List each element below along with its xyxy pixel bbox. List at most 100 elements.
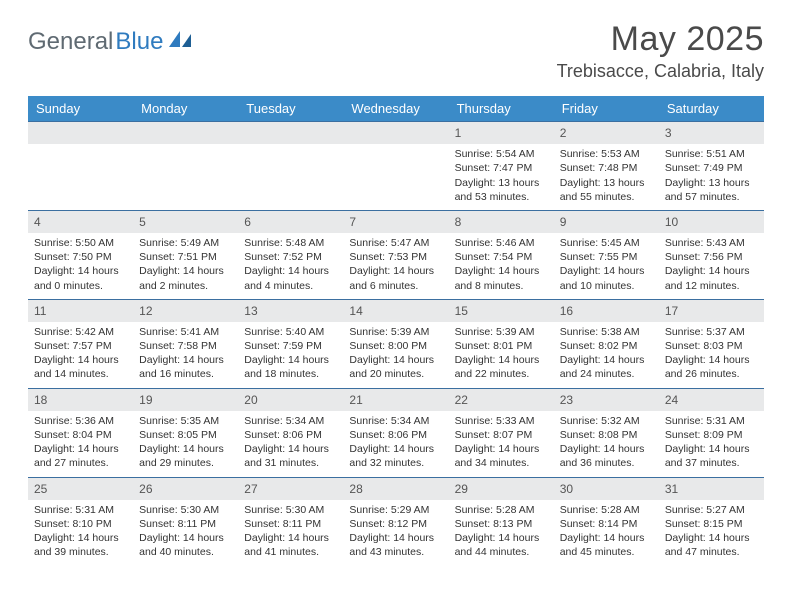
day-number: 3 [659, 122, 764, 144]
daylight-line: Daylight: 14 hours and 34 minutes. [455, 442, 548, 470]
daylight-line: Daylight: 14 hours and 36 minutes. [560, 442, 653, 470]
day-details: Sunrise: 5:37 AMSunset: 8:03 PMDaylight:… [659, 322, 764, 388]
weekday-header: Monday [133, 96, 238, 122]
weekday-header: Saturday [659, 96, 764, 122]
sunrise-line: Sunrise: 5:30 AM [139, 503, 232, 517]
sunrise-line: Sunrise: 5:46 AM [455, 236, 548, 250]
sunset-line: Sunset: 7:56 PM [665, 250, 758, 264]
daylight-line: Daylight: 14 hours and 27 minutes. [34, 442, 127, 470]
sunset-line: Sunset: 8:00 PM [349, 339, 442, 353]
daylight-line: Daylight: 14 hours and 4 minutes. [244, 264, 337, 292]
daylight-line: Daylight: 14 hours and 45 minutes. [560, 531, 653, 559]
day-number: 25 [28, 478, 133, 500]
calendar-day-cell: 23Sunrise: 5:32 AMSunset: 8:08 PMDayligh… [554, 388, 659, 477]
day-number: 16 [554, 300, 659, 322]
calendar-day-cell [133, 122, 238, 211]
brand-logo: GeneralBlue [28, 28, 193, 56]
weekday-header: Sunday [28, 96, 133, 122]
calendar-day-cell [28, 122, 133, 211]
calendar-day-cell: 18Sunrise: 5:36 AMSunset: 8:04 PMDayligh… [28, 388, 133, 477]
sunrise-line: Sunrise: 5:41 AM [139, 325, 232, 339]
day-details: Sunrise: 5:30 AMSunset: 8:11 PMDaylight:… [238, 500, 343, 566]
calendar-day-cell: 4Sunrise: 5:50 AMSunset: 7:50 PMDaylight… [28, 210, 133, 299]
sunset-line: Sunset: 8:04 PM [34, 428, 127, 442]
sunset-line: Sunset: 7:58 PM [139, 339, 232, 353]
weekday-header: Tuesday [238, 96, 343, 122]
day-details: Sunrise: 5:31 AMSunset: 8:10 PMDaylight:… [28, 500, 133, 566]
sunset-line: Sunset: 7:54 PM [455, 250, 548, 264]
day-number: 14 [343, 300, 448, 322]
sunset-line: Sunset: 7:50 PM [34, 250, 127, 264]
sunrise-line: Sunrise: 5:39 AM [349, 325, 442, 339]
sunrise-line: Sunrise: 5:36 AM [34, 414, 127, 428]
day-details: Sunrise: 5:54 AMSunset: 7:47 PMDaylight:… [449, 144, 554, 210]
title-block: May 2025 Trebisacce, Calabria, Italy [557, 20, 764, 82]
sunrise-line: Sunrise: 5:49 AM [139, 236, 232, 250]
calendar-day-cell: 16Sunrise: 5:38 AMSunset: 8:02 PMDayligh… [554, 299, 659, 388]
calendar-day-cell: 6Sunrise: 5:48 AMSunset: 7:52 PMDaylight… [238, 210, 343, 299]
day-number: 7 [343, 211, 448, 233]
sunset-line: Sunset: 8:09 PM [665, 428, 758, 442]
day-number: 22 [449, 389, 554, 411]
daylight-line: Daylight: 14 hours and 8 minutes. [455, 264, 548, 292]
sunset-line: Sunset: 8:01 PM [455, 339, 548, 353]
sunrise-line: Sunrise: 5:50 AM [34, 236, 127, 250]
calendar-day-cell: 15Sunrise: 5:39 AMSunset: 8:01 PMDayligh… [449, 299, 554, 388]
day-details: Sunrise: 5:33 AMSunset: 8:07 PMDaylight:… [449, 411, 554, 477]
day-number: 31 [659, 478, 764, 500]
calendar-day-cell: 3Sunrise: 5:51 AMSunset: 7:49 PMDaylight… [659, 122, 764, 211]
calendar-day-cell: 14Sunrise: 5:39 AMSunset: 8:00 PMDayligh… [343, 299, 448, 388]
day-details: Sunrise: 5:47 AMSunset: 7:53 PMDaylight:… [343, 233, 448, 299]
sunset-line: Sunset: 7:52 PM [244, 250, 337, 264]
day-number: 21 [343, 389, 448, 411]
day-details: Sunrise: 5:46 AMSunset: 7:54 PMDaylight:… [449, 233, 554, 299]
daylight-line: Daylight: 14 hours and 41 minutes. [244, 531, 337, 559]
sunset-line: Sunset: 7:47 PM [455, 161, 548, 175]
sunrise-line: Sunrise: 5:27 AM [665, 503, 758, 517]
sunset-line: Sunset: 7:53 PM [349, 250, 442, 264]
sunset-line: Sunset: 8:03 PM [665, 339, 758, 353]
sunset-line: Sunset: 8:02 PM [560, 339, 653, 353]
sunrise-line: Sunrise: 5:51 AM [665, 147, 758, 161]
sunrise-line: Sunrise: 5:40 AM [244, 325, 337, 339]
day-number: 12 [133, 300, 238, 322]
calendar-day-cell: 2Sunrise: 5:53 AMSunset: 7:48 PMDaylight… [554, 122, 659, 211]
day-number: 4 [28, 211, 133, 233]
day-number [343, 122, 448, 144]
day-details: Sunrise: 5:51 AMSunset: 7:49 PMDaylight:… [659, 144, 764, 210]
daylight-line: Daylight: 14 hours and 12 minutes. [665, 264, 758, 292]
day-details: Sunrise: 5:50 AMSunset: 7:50 PMDaylight:… [28, 233, 133, 299]
day-number: 15 [449, 300, 554, 322]
sail-icon [167, 28, 193, 56]
sunrise-line: Sunrise: 5:47 AM [349, 236, 442, 250]
calendar-day-cell: 25Sunrise: 5:31 AMSunset: 8:10 PMDayligh… [28, 477, 133, 565]
month-title: May 2025 [557, 20, 764, 59]
sunset-line: Sunset: 8:10 PM [34, 517, 127, 531]
day-number: 10 [659, 211, 764, 233]
calendar-day-cell: 8Sunrise: 5:46 AMSunset: 7:54 PMDaylight… [449, 210, 554, 299]
day-number: 8 [449, 211, 554, 233]
sunset-line: Sunset: 8:12 PM [349, 517, 442, 531]
day-details: Sunrise: 5:27 AMSunset: 8:15 PMDaylight:… [659, 500, 764, 566]
calendar-week-row: 11Sunrise: 5:42 AMSunset: 7:57 PMDayligh… [28, 299, 764, 388]
day-details: Sunrise: 5:45 AMSunset: 7:55 PMDaylight:… [554, 233, 659, 299]
calendar-day-cell: 10Sunrise: 5:43 AMSunset: 7:56 PMDayligh… [659, 210, 764, 299]
calendar-day-cell: 30Sunrise: 5:28 AMSunset: 8:14 PMDayligh… [554, 477, 659, 565]
day-number: 20 [238, 389, 343, 411]
day-number: 9 [554, 211, 659, 233]
calendar-day-cell: 1Sunrise: 5:54 AMSunset: 7:47 PMDaylight… [449, 122, 554, 211]
calendar-day-cell: 29Sunrise: 5:28 AMSunset: 8:13 PMDayligh… [449, 477, 554, 565]
sunrise-line: Sunrise: 5:32 AM [560, 414, 653, 428]
calendar-body: 1Sunrise: 5:54 AMSunset: 7:47 PMDaylight… [28, 122, 764, 566]
daylight-line: Daylight: 14 hours and 16 minutes. [139, 353, 232, 381]
sunrise-line: Sunrise: 5:34 AM [349, 414, 442, 428]
calendar-week-row: 4Sunrise: 5:50 AMSunset: 7:50 PMDaylight… [28, 210, 764, 299]
calendar-header-row: SundayMondayTuesdayWednesdayThursdayFrid… [28, 96, 764, 122]
calendar-day-cell: 31Sunrise: 5:27 AMSunset: 8:15 PMDayligh… [659, 477, 764, 565]
day-number [133, 122, 238, 144]
daylight-line: Daylight: 14 hours and 40 minutes. [139, 531, 232, 559]
day-details: Sunrise: 5:28 AMSunset: 8:14 PMDaylight:… [554, 500, 659, 566]
calendar-day-cell: 22Sunrise: 5:33 AMSunset: 8:07 PMDayligh… [449, 388, 554, 477]
sunset-line: Sunset: 8:07 PM [455, 428, 548, 442]
calendar-day-cell: 9Sunrise: 5:45 AMSunset: 7:55 PMDaylight… [554, 210, 659, 299]
